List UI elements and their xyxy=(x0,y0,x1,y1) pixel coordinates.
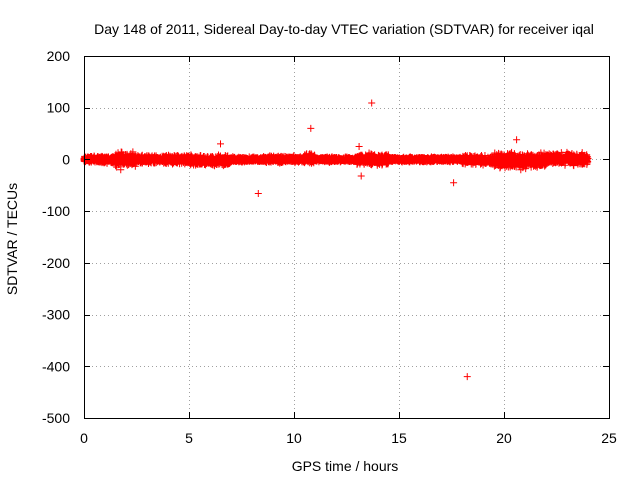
data-band-core xyxy=(388,158,441,161)
data-band-core xyxy=(189,157,231,163)
data-band-core xyxy=(231,158,263,161)
data-band-core xyxy=(357,156,389,163)
data-point xyxy=(114,149,122,157)
data-band-core xyxy=(315,158,357,161)
data-points xyxy=(80,99,592,381)
data-band-core xyxy=(115,155,137,164)
data-band-core xyxy=(136,157,189,162)
data-band-core xyxy=(493,155,546,165)
data-band-core xyxy=(304,156,315,162)
data-band-core xyxy=(462,157,494,163)
data-band-core xyxy=(84,157,116,162)
data-band-core xyxy=(262,157,305,162)
grid-lines xyxy=(84,56,609,418)
chart-title: Day 148 of 2011, Sidereal Day-to-day VTE… xyxy=(94,21,594,37)
data-point xyxy=(512,163,520,171)
data-band-core xyxy=(441,158,462,161)
